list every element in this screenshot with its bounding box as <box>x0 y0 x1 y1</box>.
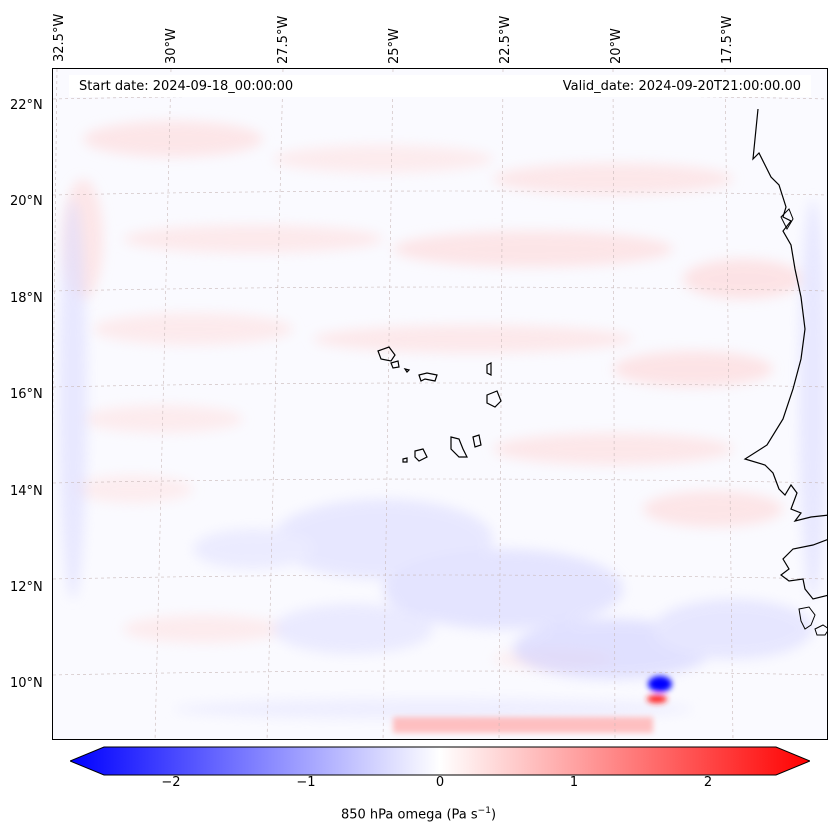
island-santa-luzia <box>403 368 411 373</box>
island-maio <box>472 434 482 448</box>
valid-date: Valid_date: 2024-09-20T21:00:00.00 <box>562 78 801 94</box>
colorbar-tick: 2 <box>703 775 713 790</box>
colorbar-label: 850 hPa omega (Pa s−1) <box>0 806 837 822</box>
colorbar-tick: 1 <box>569 775 579 790</box>
coastline-mauritania-inlet <box>780 208 794 231</box>
lat-label: 22°N <box>10 98 43 113</box>
map-panel: Start date: 2024-09-18_00:00:00 Valid_da… <box>52 68 828 740</box>
map-header: Start date: 2024-09-18_00:00:00 Valid_da… <box>69 75 811 97</box>
lon-label: 22.5°W <box>498 15 513 64</box>
colorbar <box>68 746 812 776</box>
colorbar-tick: −1 <box>296 775 316 790</box>
lon-label: 17.5°W <box>720 15 735 64</box>
island-fogo <box>414 448 428 462</box>
colorbar-graphic <box>68 746 812 776</box>
island-sal <box>486 362 492 376</box>
island-santiago <box>450 436 468 458</box>
coastline-africa <box>743 108 827 522</box>
lon-label: 20°W <box>609 28 624 64</box>
coastline-guinea <box>798 606 827 636</box>
lat-label: 20°N <box>10 194 43 209</box>
island-boa-vista <box>486 390 502 408</box>
colorbar-tick: −2 <box>161 775 181 790</box>
gridlines <box>53 69 827 739</box>
colorbar-bar <box>68 746 812 776</box>
lat-label: 12°N <box>10 580 43 595</box>
lon-label: 30°W <box>164 28 179 64</box>
island-brava <box>402 457 408 463</box>
lat-label: 10°N <box>10 676 43 691</box>
map-canvas <box>53 69 827 739</box>
lon-label: 25°W <box>387 28 402 64</box>
omega-strong-features <box>393 676 672 733</box>
start-date: Start date: 2024-09-18_00:00:00 <box>79 78 294 94</box>
lat-label: 16°N <box>10 387 43 402</box>
lat-label: 18°N <box>10 291 43 306</box>
colorbar-label-text: 850 hPa omega (Pa s <box>340 807 478 823</box>
island-sao-vicente <box>390 360 400 369</box>
colorbar-ticks: −2 −1 0 1 2 <box>70 775 810 795</box>
lon-label: 32.5°W <box>52 13 67 62</box>
colorbar-label-exponent: −1 <box>477 806 491 816</box>
cape-verde-islands <box>377 346 502 463</box>
colorbar-label-end: ) <box>490 807 497 823</box>
colorbar-tick: 0 <box>435 775 445 790</box>
island-santo-antao <box>377 346 396 362</box>
lat-label: 14°N <box>10 484 43 499</box>
coastline-africa-south <box>780 539 827 600</box>
island-sao-nicolau <box>418 372 438 382</box>
lon-label: 27.5°W <box>276 15 291 64</box>
omega-negative-patches <box>59 199 827 719</box>
